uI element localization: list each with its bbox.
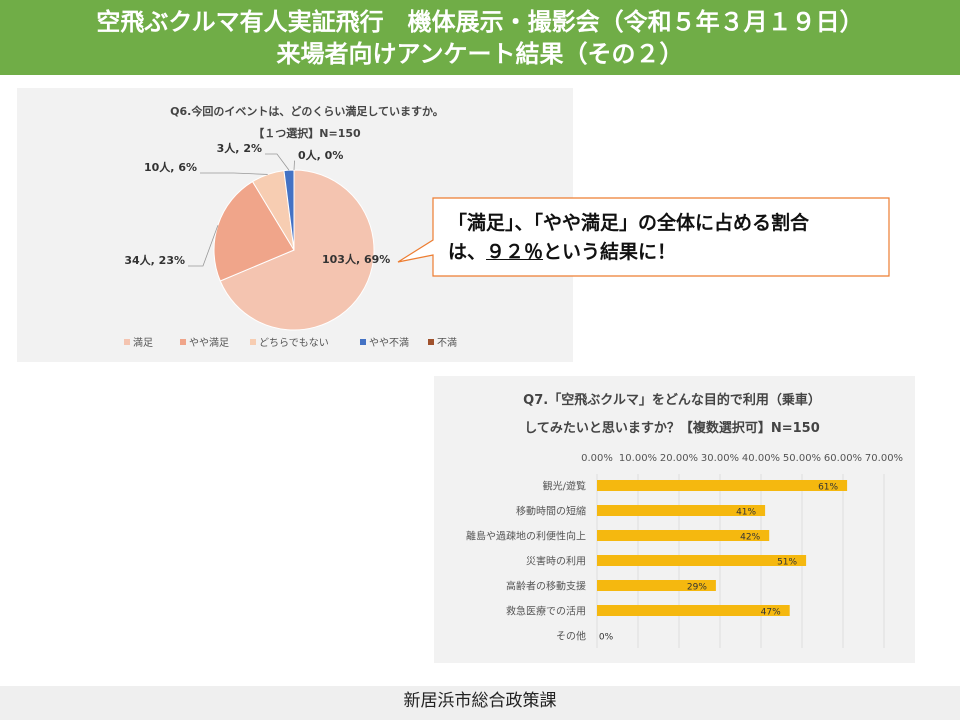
bar-category-label-0: 観光/遊覧: [543, 480, 586, 493]
pie-legend-swatch-1: [180, 339, 186, 345]
header-banner: 空飛ぶクルマ有人実証飛行 機体展示・撮影会（令和５年３月１９日） 来場者向けアン…: [0, 0, 960, 75]
header-title-line1: 空飛ぶクルマ有人実証飛行 機体展示・撮影会（令和５年３月１９日）: [96, 8, 864, 36]
bar-tick-label-0: 0.00%: [581, 453, 613, 464]
bar-tick-label-2: 20.00%: [660, 453, 698, 464]
bar-chart-panel: Q7.「空飛ぶクルマ」をどんな目的で利用（乗車） してみたいと思いますか？【複数…: [434, 376, 915, 663]
pie-legend-swatch-2: [250, 339, 256, 345]
pie-legend-swatch-0: [124, 339, 130, 345]
pie-slice-1: [213, 180, 295, 282]
bar-tick-label-6: 60.00%: [824, 453, 862, 464]
footer: 新居浜市総合政策課: [0, 686, 960, 720]
pie-data-label-2: 10人, 6%: [144, 160, 197, 174]
pie-legend-label-3: やや不満: [369, 337, 409, 349]
bar-value-label-0: 61%: [818, 483, 838, 493]
callout-line2-pre: は、: [448, 241, 487, 263]
pie-legend-swatch-4: [428, 339, 434, 345]
pie-legend-label-0: 満足: [133, 337, 153, 349]
bar-tick-label-1: 10.00%: [619, 453, 657, 464]
bar-chart: Q7.「空飛ぶクルマ」をどんな目的で利用（乗車） してみたいと思いますか？【複数…: [466, 392, 903, 648]
callout-text: 「満足」、「やや満足」の全体に占める割合 は、９２％という結果に！: [448, 209, 888, 267]
bar-tick-label-7: 70.00%: [865, 453, 903, 464]
bar-category-label-2: 離島や過疎地の利便性向上: [466, 530, 586, 543]
bar-category-label-5: 救急医療での活用: [506, 605, 586, 618]
pie-data-label-4: 0人, 0%: [298, 148, 343, 162]
bar-tick-label-5: 50.00%: [783, 453, 821, 464]
footer-text: 新居浜市総合政策課: [403, 691, 557, 711]
bar-value-label-1: 41%: [736, 508, 756, 518]
bar-category-label-3: 災害時の利用: [526, 555, 586, 568]
bar-value-label-3: 51%: [777, 558, 797, 568]
callout-line2-post: という結果に！: [543, 241, 677, 263]
pie-legend-label-4: 不満: [437, 337, 457, 349]
pie-chart-title: Q6.今回のイベントは、どのくらい満足していますか。: [170, 104, 444, 118]
pie-chart: Q6.今回のイベントは、どのくらい満足していますか。 【１つ選択】N=150 1…: [124, 104, 457, 349]
pie-leader-line-1: [188, 225, 219, 267]
pie-legend-swatch-3: [360, 339, 366, 345]
bar-value-label-5: 47%: [761, 608, 781, 618]
bar-0: [597, 480, 848, 491]
callout-line1: 「満足」、「やや満足」の全体に占める割合: [448, 212, 810, 234]
bar-1: [597, 505, 766, 516]
pie-legend-label-1: やや満足: [189, 337, 229, 349]
pie-data-label-0: 103人, 69%: [322, 252, 390, 266]
callout-emphasis: ９２％: [486, 241, 544, 263]
pie-leader-line-3: [265, 153, 290, 171]
bar-value-label-4: 29%: [687, 583, 707, 593]
pie-legend-label-2: どちらでもない: [259, 337, 329, 349]
header-title-line2: 来場者向けアンケート結果（その２）: [276, 40, 684, 68]
bar-chart-title-line1: Q7.「空飛ぶクルマ」をどんな目的で利用（乗車）: [523, 392, 821, 408]
bar-tick-label-3: 30.00%: [701, 453, 739, 464]
bar-5: [597, 605, 790, 616]
pie-chart-subtitle: 【１つ選択】N=150: [253, 126, 361, 140]
bar-3: [597, 555, 807, 566]
bar-category-label-1: 移動時間の短縮: [516, 505, 586, 518]
bar-category-label-4: 高齢者の移動支援: [506, 580, 586, 593]
pie-leader-line-4: [293, 160, 295, 171]
bar-value-label-6: 0%: [599, 633, 614, 643]
bar-chart-title-line2: してみたいと思いますか？【複数選択可】N=150: [524, 420, 820, 436]
bar-2: [597, 530, 770, 541]
bar-4: [597, 580, 716, 591]
bar-value-label-2: 42%: [740, 533, 760, 543]
pie-leader-line-2: [200, 172, 268, 175]
pie-slice-0: [219, 169, 375, 331]
bar-tick-label-4: 40.00%: [742, 453, 780, 464]
pie-data-label-3: 3人, 2%: [217, 141, 262, 155]
pie-data-label-1: 34人, 23%: [124, 253, 185, 267]
bar-category-label-6: その他: [556, 630, 586, 643]
